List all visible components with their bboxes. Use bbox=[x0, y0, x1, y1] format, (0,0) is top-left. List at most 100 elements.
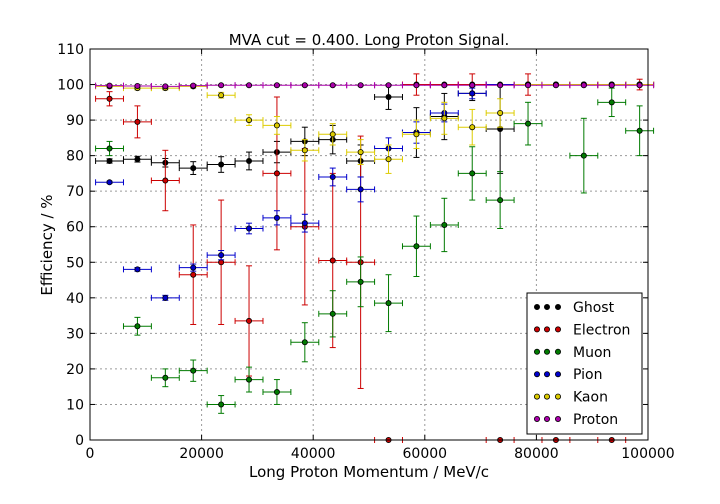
point-marker bbox=[357, 82, 364, 89]
legend-marker bbox=[544, 415, 551, 422]
y-tick-label: 80 bbox=[66, 149, 84, 165]
data-point bbox=[429, 197, 459, 253]
legend-marker bbox=[555, 371, 562, 378]
data-point bbox=[429, 101, 459, 135]
data-point bbox=[122, 316, 152, 336]
x-tick-label: 100000 bbox=[621, 446, 674, 462]
legend-label: Electron bbox=[573, 322, 630, 338]
data-point bbox=[95, 91, 124, 107]
point-marker bbox=[273, 82, 280, 89]
y-tick-label: 10 bbox=[66, 397, 84, 413]
point-marker bbox=[525, 82, 532, 89]
point-marker bbox=[469, 170, 476, 177]
legend-box bbox=[526, 292, 643, 435]
point-marker bbox=[301, 339, 308, 346]
data-point bbox=[95, 179, 124, 186]
point-marker bbox=[301, 147, 308, 154]
legend-marker bbox=[534, 393, 541, 400]
legend-entry-muon: Muon bbox=[534, 345, 611, 361]
data-point bbox=[513, 82, 543, 89]
point-marker bbox=[190, 264, 197, 271]
data-point bbox=[457, 108, 487, 146]
point-marker bbox=[636, 82, 643, 89]
point-marker bbox=[246, 117, 253, 124]
y-tick-label: 0 bbox=[75, 433, 84, 449]
data-point bbox=[401, 119, 431, 150]
y-tick-label: 100 bbox=[57, 78, 84, 94]
point-marker bbox=[106, 95, 113, 102]
point-marker bbox=[162, 83, 169, 90]
point-marker bbox=[608, 82, 615, 89]
data-point bbox=[122, 155, 152, 163]
point-marker bbox=[106, 82, 113, 89]
data-point bbox=[318, 167, 348, 187]
data-point bbox=[374, 84, 403, 110]
data-point bbox=[95, 140, 124, 157]
data-point bbox=[597, 82, 627, 89]
point-marker bbox=[218, 252, 225, 259]
data-point bbox=[178, 359, 208, 382]
legend-marker bbox=[544, 303, 551, 310]
legend-label: Muon bbox=[573, 345, 611, 361]
point-marker bbox=[580, 152, 587, 159]
point-marker bbox=[441, 115, 448, 122]
point-marker bbox=[106, 145, 113, 152]
legend-marker bbox=[534, 326, 541, 333]
data-points bbox=[95, 73, 655, 443]
y-tick-label: 110 bbox=[57, 42, 84, 58]
point-marker bbox=[413, 131, 420, 138]
point-marker bbox=[580, 82, 587, 89]
point-marker bbox=[190, 367, 197, 374]
x-tick-label: 40000 bbox=[291, 446, 336, 462]
y-tick-label: 40 bbox=[66, 291, 84, 307]
legend-entry-kaon: Kaon bbox=[534, 390, 608, 406]
y-tick-label: 90 bbox=[66, 113, 84, 129]
data-point bbox=[206, 82, 236, 89]
y-tick-label: 20 bbox=[66, 362, 84, 378]
data-point bbox=[457, 87, 487, 100]
data-point bbox=[457, 82, 487, 89]
data-point bbox=[513, 101, 543, 146]
point-marker bbox=[134, 118, 141, 125]
data-point bbox=[318, 290, 348, 338]
data-point bbox=[206, 395, 236, 414]
point-marker bbox=[441, 82, 448, 89]
data-point bbox=[178, 263, 208, 272]
legend-marker bbox=[544, 348, 551, 355]
series-pion bbox=[95, 81, 655, 301]
data-point bbox=[318, 82, 348, 89]
legend-marker bbox=[555, 393, 562, 400]
point-marker bbox=[385, 156, 392, 163]
point-marker bbox=[357, 278, 364, 285]
point-marker bbox=[162, 177, 169, 184]
data-point bbox=[346, 139, 376, 166]
data-point bbox=[290, 213, 320, 233]
point-marker bbox=[469, 124, 476, 131]
point-marker bbox=[357, 149, 364, 156]
point-marker bbox=[134, 266, 141, 273]
point-marker bbox=[106, 157, 113, 164]
point-marker bbox=[134, 82, 141, 89]
point-marker bbox=[246, 317, 253, 324]
point-marker bbox=[413, 243, 420, 250]
data-point bbox=[262, 82, 292, 89]
data-point bbox=[234, 366, 264, 393]
legend-label: Kaon bbox=[573, 390, 608, 406]
point-marker bbox=[134, 156, 141, 163]
data-point bbox=[290, 139, 320, 162]
data-point bbox=[374, 274, 403, 333]
data-point bbox=[401, 215, 431, 277]
point-marker bbox=[190, 271, 197, 278]
chart-title: MVA cut = 0.400. Long Proton Signal. bbox=[229, 31, 510, 49]
data-point bbox=[150, 294, 180, 301]
data-point bbox=[346, 256, 376, 308]
data-point bbox=[234, 82, 264, 89]
legend-marker bbox=[534, 303, 541, 310]
point-marker bbox=[385, 82, 392, 89]
point-marker bbox=[301, 82, 308, 89]
data-point bbox=[122, 105, 152, 139]
data-point bbox=[234, 265, 264, 377]
data-point bbox=[95, 157, 124, 164]
data-point bbox=[290, 82, 320, 89]
point-marker bbox=[162, 374, 169, 381]
